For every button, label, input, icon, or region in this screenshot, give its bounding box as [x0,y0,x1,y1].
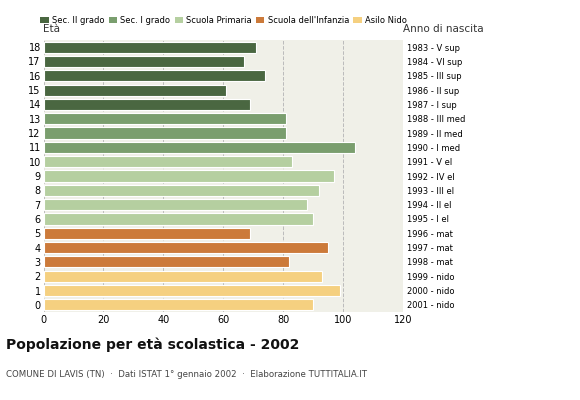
Legend: Sec. II grado, Sec. I grado, Scuola Primaria, Scuola dell'Infanzia, Asilo Nido: Sec. II grado, Sec. I grado, Scuola Prim… [41,16,407,25]
Bar [44,128,286,139]
Text: Età: Età [44,24,60,34]
Bar [44,56,244,67]
Bar [44,271,322,282]
Bar [44,299,313,310]
Bar [44,99,250,110]
Bar [44,242,328,253]
Text: Popolazione per età scolastica - 2002: Popolazione per età scolastica - 2002 [6,338,299,352]
Bar [44,170,334,182]
Bar [44,256,289,268]
Bar [44,185,319,196]
Bar [44,142,355,153]
Bar [44,113,286,124]
Text: Anno di nascita: Anno di nascita [403,24,484,34]
Bar [44,285,340,296]
Bar [44,213,313,224]
Bar [44,228,250,239]
Bar [44,42,256,53]
Bar [44,156,292,167]
Bar [44,84,226,96]
Bar [44,70,265,81]
Bar [44,199,307,210]
Text: COMUNE DI LAVIS (TN)  ·  Dati ISTAT 1° gennaio 2002  ·  Elaborazione TUTTITALIA.: COMUNE DI LAVIS (TN) · Dati ISTAT 1° gen… [6,370,367,379]
